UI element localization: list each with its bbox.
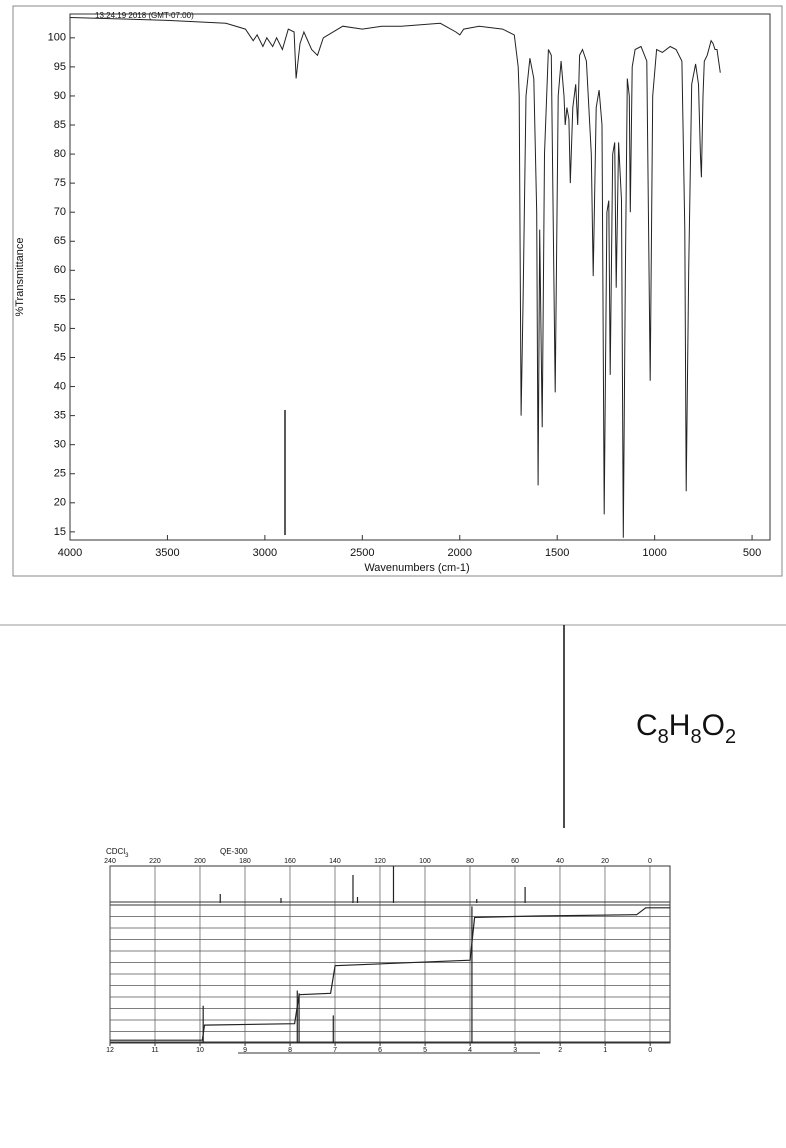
formula: C8H8O2 <box>636 709 736 748</box>
x-tick-label: 160 <box>284 858 296 865</box>
text-part: CDCl <box>106 847 125 856</box>
x-tick-label: 2 <box>558 1047 562 1054</box>
x-tick-label: 0 <box>648 858 652 865</box>
y-tick-label: 75 <box>54 177 66 189</box>
y-tick-label: 15 <box>54 526 66 538</box>
y-tick-label: 65 <box>54 235 66 247</box>
x-tick-label: 180 <box>239 858 251 865</box>
x-tick-label: 120 <box>374 858 386 865</box>
x-tick-label: 20 <box>601 858 609 865</box>
integral-line <box>110 907 670 1041</box>
x-tick-label: 2500 <box>350 547 374 559</box>
x-tick-label: 4 <box>468 1047 472 1054</box>
x-tick-label: 500 <box>743 547 761 559</box>
scan-border <box>12 5 783 577</box>
x-tick-label: 9 <box>243 1047 247 1054</box>
subscript: 8 <box>690 726 701 748</box>
text-part: C <box>636 709 658 742</box>
text-part: O <box>702 709 725 742</box>
ir-plot-frame <box>69 13 771 541</box>
x-tick-label: 60 <box>511 858 519 865</box>
solvent-label: CDCl3 <box>106 847 129 858</box>
y-tick-label: 100 <box>48 32 66 44</box>
y-tick-label: 30 <box>54 439 66 451</box>
x-tick-label: 7 <box>333 1047 337 1054</box>
y-tick-label: 70 <box>54 206 66 218</box>
y-tick-label: 95 <box>54 61 66 73</box>
x-tick-label: 4000 <box>58 547 82 559</box>
y-axis-label: %Transmittance <box>14 237 26 316</box>
x-tick-label: 8 <box>288 1047 292 1054</box>
y-tick-label: 35 <box>54 410 66 422</box>
x-tick-label: 0 <box>648 1047 652 1054</box>
y-tick-label: 90 <box>54 90 66 102</box>
x-tick-label: 140 <box>329 858 341 865</box>
x-tick-label: 11 <box>151 1047 158 1054</box>
y-tick-label: 55 <box>54 293 66 305</box>
x-tick-label: 1000 <box>642 547 666 559</box>
y-tick-label: 80 <box>54 148 66 160</box>
y-tick-label: 20 <box>54 497 66 509</box>
subscript: 3 <box>125 853 129 859</box>
y-tick-label: 50 <box>54 322 66 334</box>
text-part: H <box>669 709 691 742</box>
instrument-label: QE-300 <box>220 847 248 856</box>
subscript: 8 <box>658 726 669 748</box>
nmr-frame <box>109 865 671 1044</box>
y-tick-label: 25 <box>54 468 66 480</box>
y-tick-label: 85 <box>54 119 66 131</box>
x-tick-label: 200 <box>194 858 206 865</box>
x-tick-label: 1 <box>603 1047 607 1054</box>
x-tick-label: 3 <box>513 1047 517 1054</box>
timestamp: 13:24:19 2018 (GMT-07:00) <box>95 11 194 20</box>
x-tick-label: 1500 <box>545 547 569 559</box>
x-tick-label: 220 <box>149 858 161 865</box>
x-tick-label: 240 <box>104 858 116 865</box>
spectrum-line <box>69 17 721 538</box>
x-tick-label: 12 <box>106 1047 114 1054</box>
x-axis-label: Wavenumbers (cm-1) <box>364 562 469 574</box>
subscript: 2 <box>725 726 736 748</box>
y-tick-label: 45 <box>54 351 66 363</box>
x-tick-label: 2000 <box>448 547 472 559</box>
x-tick-label: 3500 <box>155 547 179 559</box>
x-tick-label: 5 <box>423 1047 427 1054</box>
x-tick-label: 100 <box>419 858 431 865</box>
x-tick-label: 6 <box>378 1047 382 1054</box>
x-tick-label: 10 <box>196 1047 204 1054</box>
x-tick-label: 3000 <box>253 547 277 559</box>
x-tick-label: 40 <box>556 858 564 865</box>
y-tick-label: 40 <box>54 380 66 392</box>
y-tick-label: 60 <box>54 264 66 276</box>
x-tick-label: 80 <box>466 858 474 865</box>
